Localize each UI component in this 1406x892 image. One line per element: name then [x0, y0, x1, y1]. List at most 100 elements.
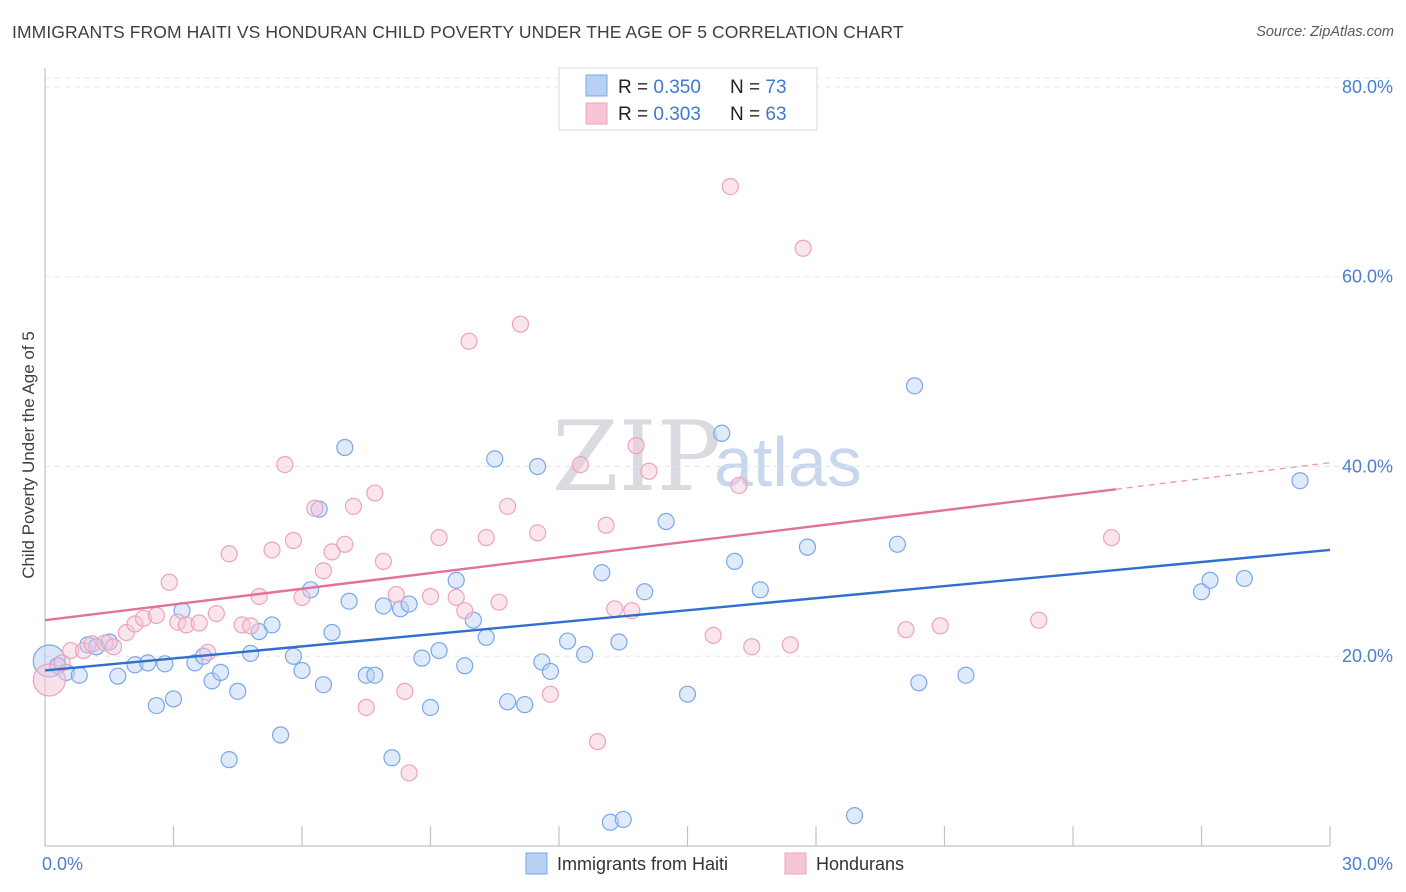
data-point [314, 676, 333, 694]
data-point [743, 638, 761, 656]
data-point [177, 616, 195, 634]
data-point [558, 632, 577, 650]
data-point [541, 685, 560, 703]
y-tick-label: 60.0% [1342, 267, 1393, 287]
data-point [798, 538, 817, 556]
data-point [293, 661, 311, 680]
data-point [640, 462, 658, 480]
data-point [271, 726, 290, 744]
data-point [1102, 529, 1121, 547]
legend-n-label: N = [730, 104, 765, 125]
data-point [614, 810, 632, 829]
data-point [601, 813, 620, 831]
data-point [220, 751, 238, 769]
data-point [387, 585, 405, 604]
data-point [588, 733, 607, 751]
trend-line [44, 548, 1331, 672]
data-point [1291, 472, 1309, 490]
bottom-legend-swatch-hondurans [784, 852, 807, 875]
legend-r-value: 0.303 [653, 104, 701, 125]
legend-r-label: R = [618, 77, 653, 98]
data-point [713, 424, 731, 442]
trend-line [44, 488, 1116, 622]
top-legend: R = 0.350 N = 73 R = 0.303 N = 63 [558, 67, 818, 131]
data-point [421, 587, 440, 606]
data-point [199, 643, 217, 662]
data-point [400, 595, 418, 613]
series-hondurans [32, 177, 1121, 782]
data-point [1030, 611, 1048, 629]
y-tick-label: 20.0% [1342, 646, 1393, 666]
data-point [845, 807, 864, 825]
data-point [340, 592, 358, 610]
y-tick-label: 40.0% [1342, 456, 1393, 476]
data-point [293, 588, 311, 607]
data-point [477, 628, 495, 646]
data-point [164, 690, 183, 708]
data-point [229, 682, 247, 700]
trend-lines [44, 461, 1331, 672]
data-point [109, 667, 127, 685]
data-point [212, 663, 230, 681]
watermark-atlas: atlas [714, 423, 862, 501]
legend-row-haiti: R = 0.350 [618, 77, 701, 98]
gridlines [45, 77, 1393, 657]
data-point [284, 647, 303, 665]
data-point [284, 531, 303, 550]
data-point [1192, 583, 1211, 601]
data-point [366, 666, 384, 684]
data-point [323, 543, 341, 561]
data-point [357, 698, 375, 717]
data-point [447, 571, 465, 589]
data-point [336, 438, 354, 457]
data-point [263, 616, 281, 634]
data-point [160, 573, 178, 591]
x-ticks [44, 826, 1331, 846]
y-axis-title: Child Poverty Under the Age of 5 [19, 331, 38, 579]
data-point [430, 529, 448, 547]
bottom-legend-label-hondurans: Hondurans [816, 854, 904, 874]
chart-title: IMMIGRANTS FROM HAITI VS HONDURAN CHILD … [12, 22, 904, 42]
data-point [794, 239, 812, 257]
data-point [610, 633, 628, 651]
data-point [751, 581, 769, 599]
bottom-legend-swatch-haiti [525, 852, 548, 875]
data-point [70, 666, 88, 684]
data-point [704, 626, 722, 644]
data-point [400, 764, 418, 782]
data-point [636, 583, 654, 601]
data-point [678, 685, 697, 703]
data-point [905, 377, 924, 395]
bottom-legend-label-haiti: Immigrants from Haiti [557, 854, 728, 874]
data-point [657, 512, 675, 531]
source-label: Source: ZipAtlas.com [1256, 24, 1394, 40]
data-point [233, 616, 251, 634]
data-point [730, 476, 748, 495]
data-point [606, 600, 624, 618]
data-point [888, 535, 906, 553]
data-point [126, 615, 144, 633]
data-point [477, 529, 495, 547]
data-point [957, 666, 975, 684]
bottom-legend: Immigrants from Haiti Hondurans [525, 852, 904, 875]
data-point [374, 597, 392, 615]
data-point [721, 177, 739, 196]
data-point [314, 562, 333, 580]
y-tick-labels: 20.0% 40.0% 60.0% 80.0% [1342, 77, 1393, 666]
data-point [516, 696, 534, 714]
data-point [83, 635, 101, 653]
data-point [53, 654, 71, 672]
data-point [456, 602, 474, 620]
data-point [490, 593, 508, 611]
legend-row-hondurans-n: N = 63 [730, 104, 787, 125]
data-point [263, 541, 281, 559]
data-point [139, 654, 157, 672]
data-point [456, 657, 474, 675]
data-point [383, 749, 401, 767]
x-tick-label-min: 0.0% [42, 854, 83, 874]
legend-r-label: R = [618, 104, 653, 125]
data-point [781, 636, 799, 654]
data-point [486, 450, 504, 468]
data-point [374, 552, 392, 570]
y-tick-label: 80.0% [1342, 77, 1393, 97]
